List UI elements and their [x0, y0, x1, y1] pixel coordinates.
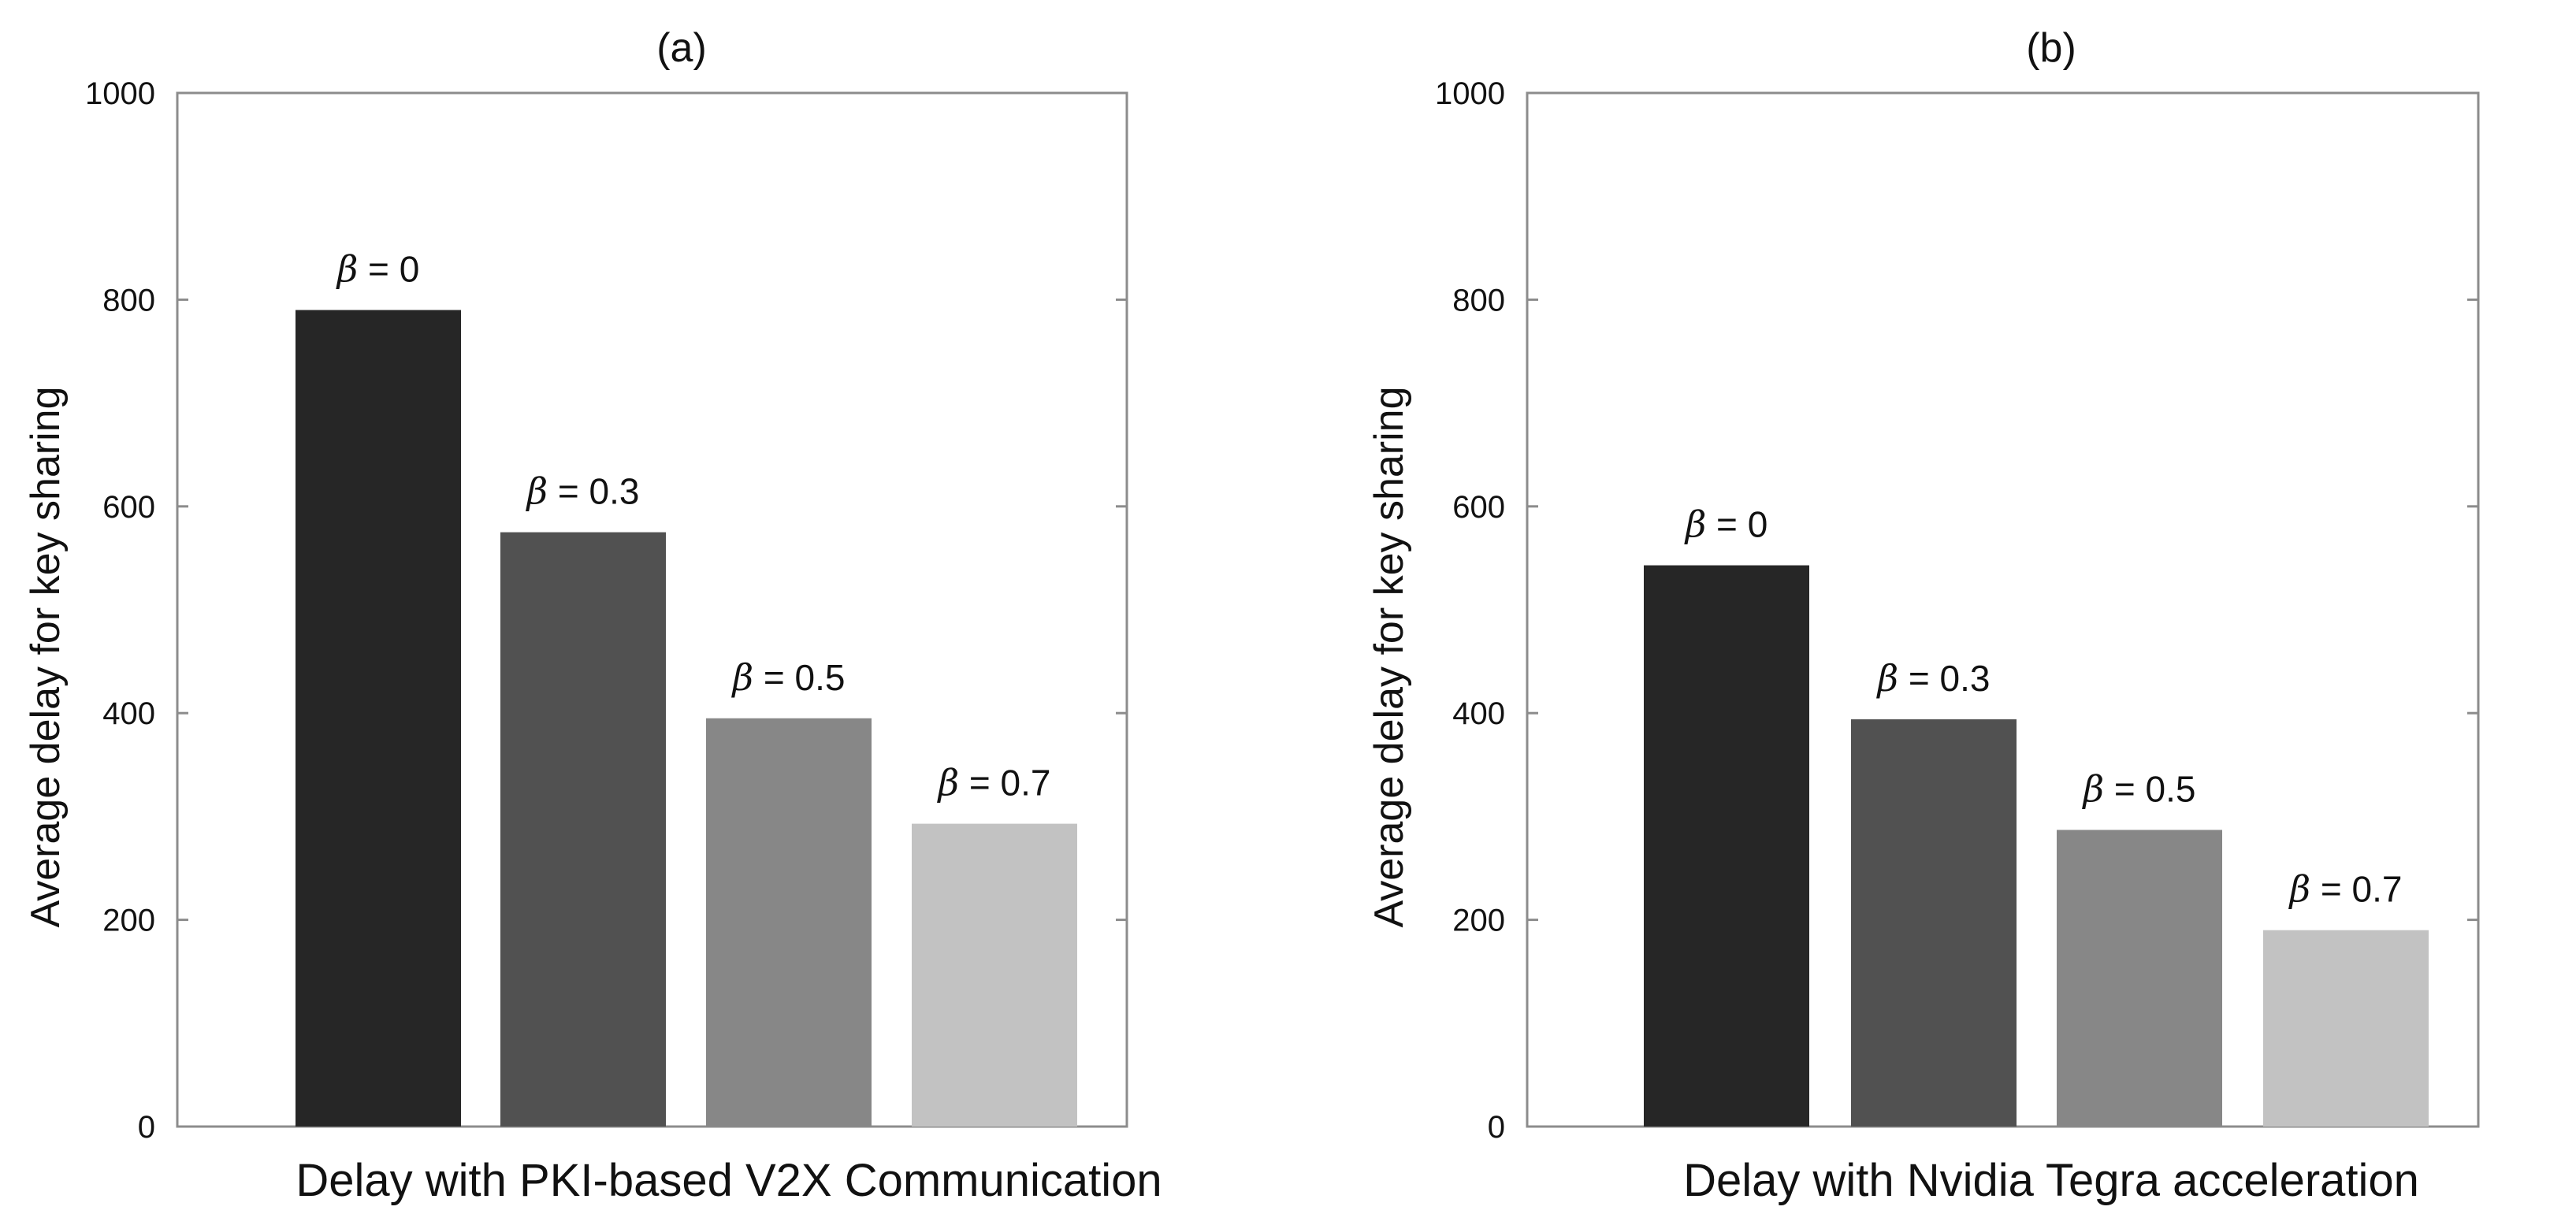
bar — [912, 823, 1077, 1127]
y-tick-label: 200 — [1452, 904, 1505, 938]
y-tick-label: 600 — [1452, 490, 1505, 525]
x-axis-label: Delay with Nvidia Tegra acceleration — [1683, 1155, 2419, 1206]
bar — [706, 718, 872, 1127]
bar — [2263, 930, 2429, 1127]
y-tick-label: 400 — [1452, 696, 1505, 731]
bar-label: β = 0.5 — [731, 656, 846, 699]
bar-label-equals: = — [548, 471, 589, 512]
bar-label-value: 0 — [1748, 504, 1768, 545]
beta-symbol: β — [526, 470, 548, 513]
beta-symbol: β — [2082, 767, 2105, 810]
y-axis-label: Average delay for key sharing — [23, 387, 69, 928]
bar-label-equals: = — [753, 657, 794, 698]
bar — [296, 310, 461, 1127]
beta-symbol: β — [1876, 657, 1899, 700]
bar-label-equals: = — [2310, 869, 2351, 910]
y-tick-label: 1000 — [85, 76, 155, 111]
bar-label-value: 0.5 — [795, 657, 846, 698]
bar-label: β = 0.7 — [937, 762, 1051, 804]
bar-label-value: 0.7 — [1001, 763, 1051, 804]
y-tick-label: 600 — [102, 490, 155, 525]
bar-label: β = 0.7 — [2288, 868, 2403, 911]
x-axis-label: Delay with PKI-based V2X Communication — [296, 1155, 1162, 1206]
bar — [500, 532, 666, 1127]
chart-title: (b) — [2026, 25, 2076, 71]
bar-label-value: 0.5 — [2146, 768, 2196, 809]
y-tick-label: 800 — [1452, 283, 1505, 317]
bar-label-equals: = — [358, 249, 399, 290]
chart-title: (a) — [656, 25, 707, 71]
bar-label: β = 0 — [336, 248, 420, 291]
bar-label-equals: = — [1706, 504, 1747, 545]
bar-label-value: 0.3 — [1940, 658, 1991, 699]
bar — [2057, 830, 2222, 1127]
bar-label-equals: = — [959, 763, 1000, 804]
bar-label-value: 0 — [400, 249, 420, 290]
bar — [1644, 565, 1809, 1127]
bar-label: β = 0.3 — [1876, 657, 1991, 700]
y-tick-label: 200 — [102, 904, 155, 938]
y-tick-label: 0 — [1488, 1110, 1505, 1145]
bar-label: β = 0 — [1684, 503, 1768, 546]
bar-label-value: 0.3 — [589, 471, 640, 512]
beta-symbol: β — [937, 762, 960, 804]
beta-symbol: β — [1684, 503, 1707, 546]
beta-symbol: β — [2288, 868, 2311, 911]
y-axis-label: Average delay for key sharing — [1366, 387, 1412, 928]
y-tick-label: 400 — [102, 696, 155, 731]
beta-symbol: β — [731, 656, 754, 699]
y-tick-label: 1000 — [1435, 76, 1505, 111]
y-tick-label: 800 — [102, 283, 155, 317]
bar-label-value: 0.7 — [2352, 869, 2403, 910]
bar-label-equals: = — [1898, 658, 1939, 699]
bar-label: β = 0.5 — [2082, 767, 2196, 810]
bar-label: β = 0.3 — [526, 470, 640, 513]
bar — [1851, 719, 2017, 1127]
y-tick-label: 0 — [138, 1110, 155, 1145]
beta-symbol: β — [336, 248, 359, 291]
bar-label-equals: = — [2104, 768, 2145, 809]
